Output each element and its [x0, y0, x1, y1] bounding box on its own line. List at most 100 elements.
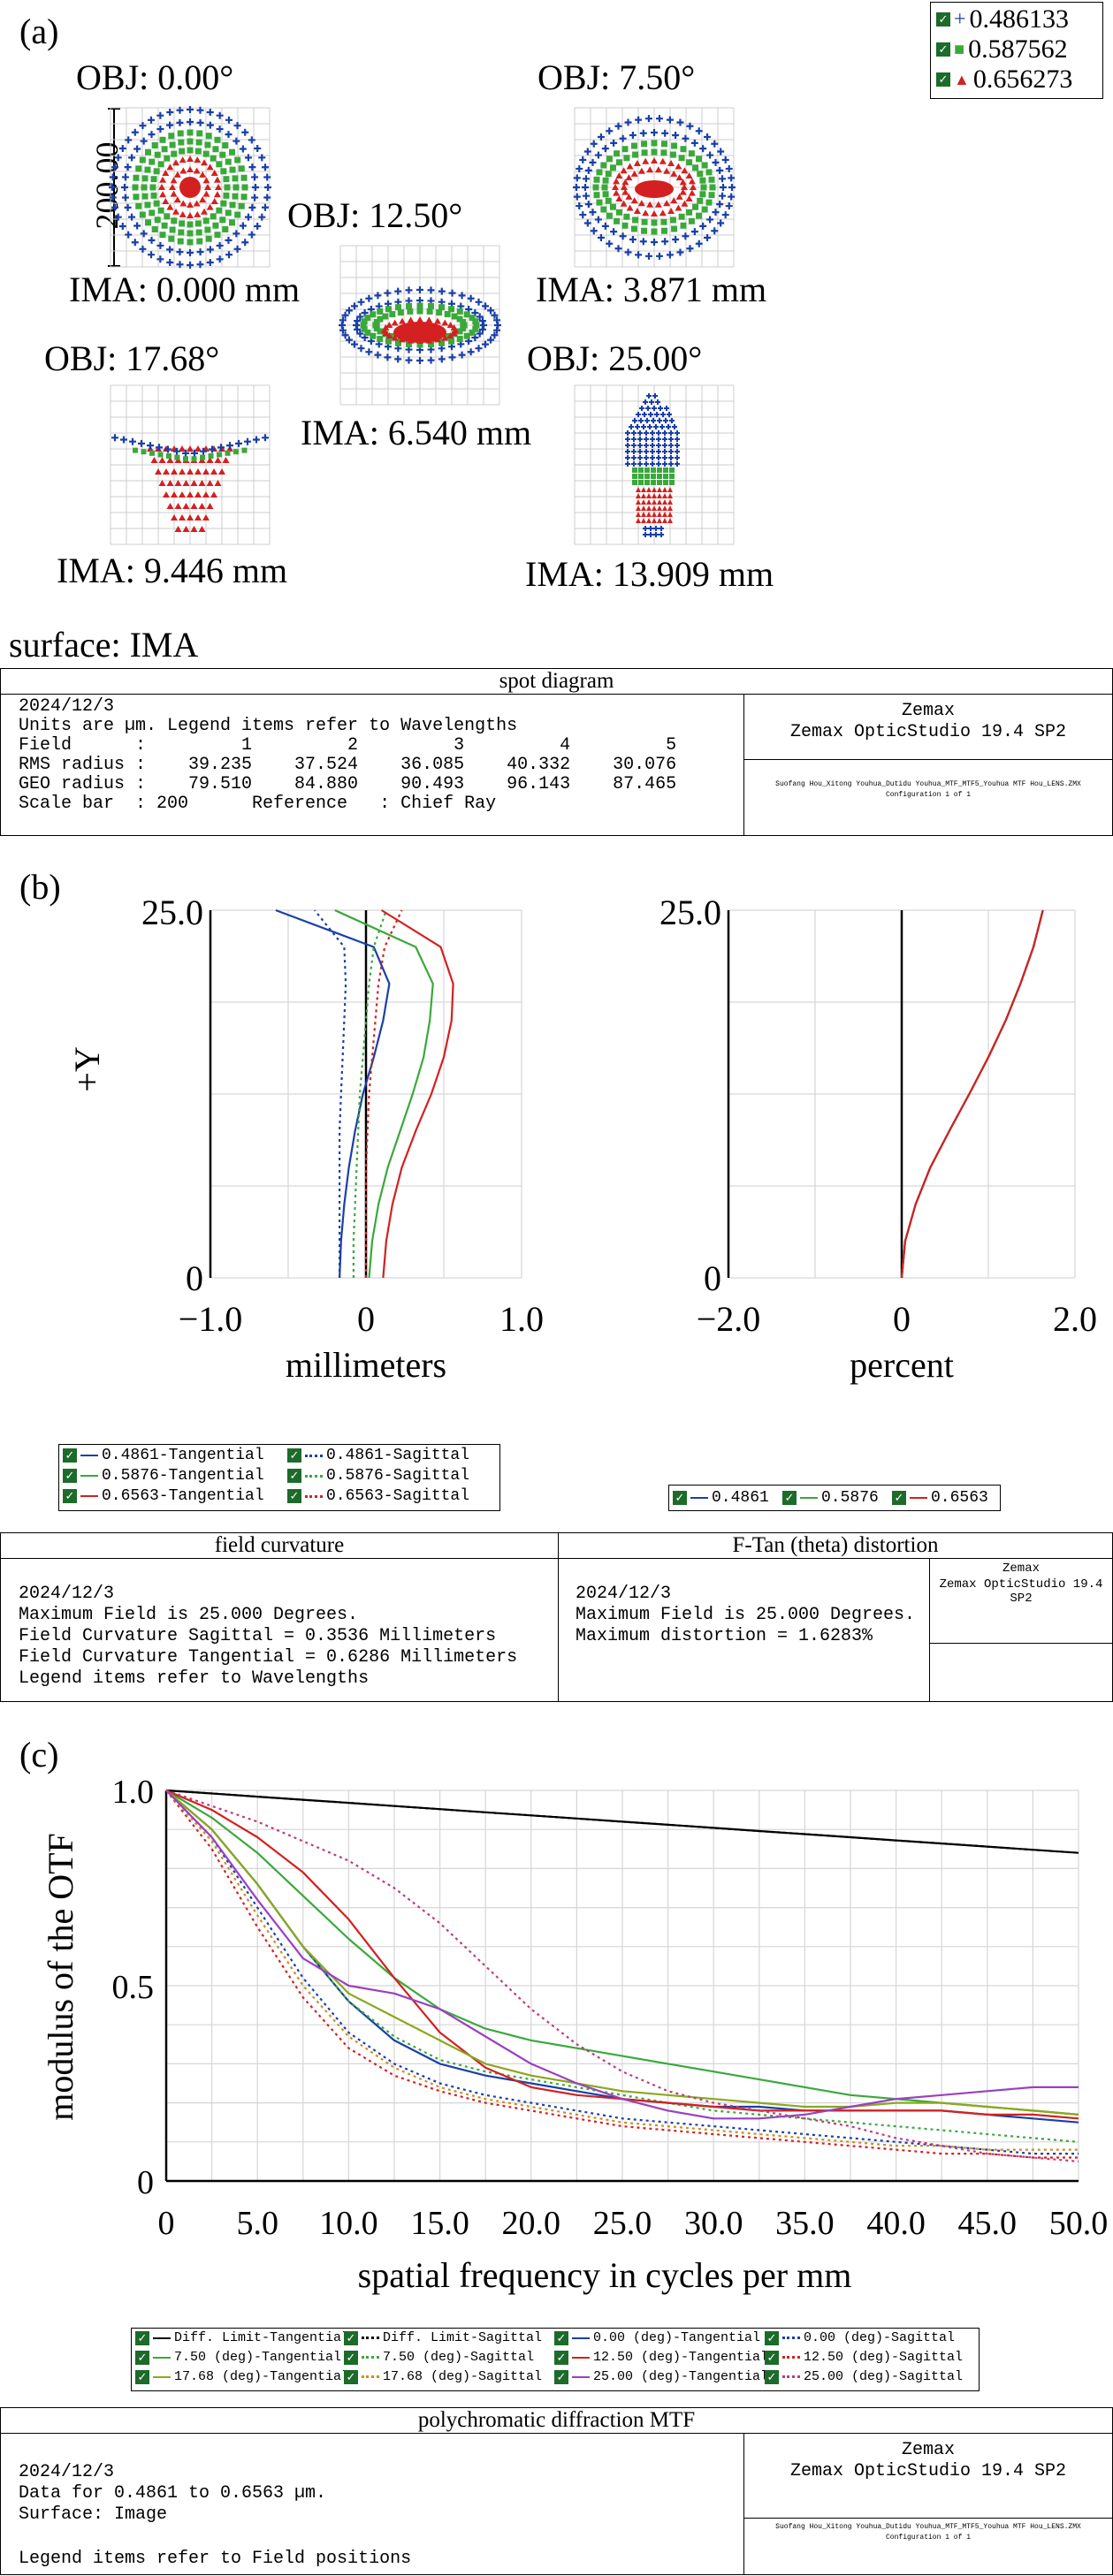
checkbox-icon[interactable]: ✓: [344, 2369, 358, 2384]
spot-point: [493, 326, 501, 334]
mtf-legend-label: 25.00 (deg)-Sagittal: [804, 2369, 964, 2384]
spot-point: [205, 133, 212, 140]
mtf-legend-item-3[interactable]: ✓ 0.00 (deg)-Tangential: [554, 2330, 760, 2345]
spot-point: [168, 235, 175, 242]
mtf-chart: 0 5.0 10.0 15.0 20.0 25.0 30.0 35.0 40.0 45.0 50.0…: [41, 1774, 1108, 2295]
spot-point: [187, 221, 194, 228]
checkbox-icon[interactable]: ✓: [554, 2369, 568, 2384]
spot-point: [695, 127, 703, 135]
spot-obj-label-3: OBJ: 12.50°: [287, 195, 463, 235]
spot-point: [602, 191, 609, 198]
spot-point: [667, 512, 673, 517]
spot-legend-item-3[interactable]: ✓ ▲ 0.656273: [936, 65, 1072, 95]
spot-point: [596, 169, 603, 176]
mtf-legend-item-8[interactable]: ✓ 12.50 (deg)-Sagittal: [765, 2350, 963, 2365]
spot-point: [636, 412, 641, 417]
checkbox-icon[interactable]: ✓: [673, 1491, 687, 1505]
mtf-legend-item-1[interactable]: ✓ Diff. Limit-Tangential: [135, 2330, 349, 2345]
checkbox-icon[interactable]: ✓: [287, 1489, 301, 1503]
spot-point: [216, 255, 224, 263]
spot-point: [656, 437, 661, 442]
field-curvature-legend: ✓ 0.4861-Tangential ✓ 0.4861-Sagittal ✓ 0.5…: [58, 1444, 500, 1511]
spot-point: [663, 474, 668, 479]
mtf-legend-item-4[interactable]: ✓ 0.00 (deg)-Sagittal: [765, 2330, 955, 2345]
spot-point: [662, 512, 667, 517]
spot-point: [670, 197, 678, 204]
checkbox-icon[interactable]: ✓: [782, 1491, 797, 1505]
spot-point: [405, 356, 413, 364]
fc-legend-item-2[interactable]: ✓ 0.4861-Sagittal: [287, 1447, 469, 1464]
dist-legend-item-3[interactable]: ✓ 0.6563: [892, 1489, 988, 1507]
checkbox-icon[interactable]: ✓: [63, 1448, 77, 1463]
dist-legend-item-1[interactable]: ✓ 0.4861: [673, 1489, 769, 1507]
mtf-legend-item-7[interactable]: ✓ 12.50 (deg)-Tangential: [554, 2350, 768, 2365]
checkbox-icon[interactable]: ✓: [936, 72, 950, 87]
mtf-legend-item-9[interactable]: ✓ 17.68 (deg)-Tangential: [135, 2369, 349, 2384]
checkbox-icon[interactable]: ✓: [936, 42, 950, 57]
spot-point: [644, 443, 649, 448]
checkbox-icon[interactable]: ✓: [344, 2350, 358, 2365]
spot-point: [179, 514, 186, 521]
checkbox-icon[interactable]: ✓: [936, 12, 950, 27]
spot-point: [200, 454, 205, 460]
fc-legend-item-1[interactable]: ✓ 0.4861-Tangential: [63, 1447, 264, 1464]
fc-legend-item-6[interactable]: ✓ 0.6563-Sagittal: [287, 1487, 469, 1505]
spot-point: [389, 333, 396, 340]
line-swatch-icon: [572, 2356, 590, 2359]
spot-point: [680, 222, 687, 229]
spot-point: [206, 203, 214, 210]
checkbox-icon[interactable]: ✓: [765, 2369, 779, 2384]
x-tick-label: −1.0: [179, 1299, 243, 1339]
spot-point: [696, 212, 703, 219]
spot-point: [657, 518, 662, 523]
spot-point: [161, 222, 168, 229]
spot-point: [187, 147, 194, 154]
spot-point: [158, 184, 165, 190]
checkbox-icon[interactable]: ✓: [554, 2350, 568, 2365]
mtf-legend-item-2[interactable]: ✓ Diff. Limit-Sagittal: [344, 2330, 542, 2345]
spot-point: [666, 116, 674, 124]
checkbox-icon[interactable]: ✓: [892, 1491, 906, 1505]
checkbox-icon[interactable]: ✓: [135, 2369, 149, 2384]
spot-legend-item-1[interactable]: ✓ + 0.486133: [936, 4, 1069, 34]
spot-point: [187, 138, 194, 145]
spot-point: [128, 154, 136, 162]
checkbox-icon[interactable]: ✓: [135, 2330, 149, 2345]
checkbox-icon[interactable]: ✓: [765, 2330, 779, 2345]
checkbox-icon[interactable]: ✓: [765, 2350, 779, 2365]
spot-point: [133, 447, 138, 453]
checkbox-icon[interactable]: ✓: [554, 2330, 568, 2345]
spot-point: [233, 122, 241, 130]
spot-point: [625, 174, 633, 181]
checkbox-icon[interactable]: ✓: [63, 1469, 77, 1483]
mtf-legend-item-6[interactable]: ✓ 7.50 (deg)-Sagittal: [344, 2350, 534, 2365]
spot-point: [194, 468, 202, 475]
checkbox-icon[interactable]: ✓: [135, 2350, 149, 2365]
spot-point: [174, 454, 180, 460]
mtf-legend-item-12[interactable]: ✓ 25.00 (deg)-Sagittal: [765, 2369, 963, 2384]
mtf-legend-item-5[interactable]: ✓ 7.50 (deg)-Tangential: [135, 2350, 341, 2365]
spot-point: [659, 157, 667, 164]
checkbox-icon[interactable]: ✓: [63, 1489, 77, 1503]
mtf-legend-item-10[interactable]: ✓ 17.68 (deg)-Sagittal: [344, 2369, 542, 2384]
checkbox-icon[interactable]: ✓: [344, 2330, 358, 2345]
mtf-legend-item-11[interactable]: ✓ 25.00 (deg)-Tangential: [554, 2369, 768, 2384]
spot-point: [166, 246, 174, 254]
spot-point: [179, 156, 187, 163]
fc-legend-item-3[interactable]: ✓ 0.5876-Tangential: [63, 1467, 264, 1485]
checkbox-icon[interactable]: ✓: [287, 1469, 301, 1483]
spot-legend-item-2[interactable]: ✓ ■ 0.587562: [936, 34, 1068, 65]
fc-legend-item-5[interactable]: ✓ 0.6563-Tangential: [63, 1487, 264, 1505]
spot-point: [438, 287, 446, 295]
spot-point: [210, 491, 217, 498]
spot-point: [239, 222, 247, 230]
spot-point: [669, 418, 675, 423]
spot-obj-label-2: OBJ: 7.50°: [537, 57, 696, 97]
mtf-config: Configuration 1 of 1: [885, 2534, 971, 2542]
checkbox-icon[interactable]: ✓: [287, 1448, 301, 1463]
spot-point: [666, 251, 674, 259]
spot-box-title: spot diagram: [1, 669, 1112, 695]
fc-legend-item-4[interactable]: ✓ 0.5876-Sagittal: [287, 1467, 469, 1485]
dist-legend-item-2[interactable]: ✓ 0.5876: [782, 1489, 879, 1507]
spot-point: [675, 204, 682, 211]
